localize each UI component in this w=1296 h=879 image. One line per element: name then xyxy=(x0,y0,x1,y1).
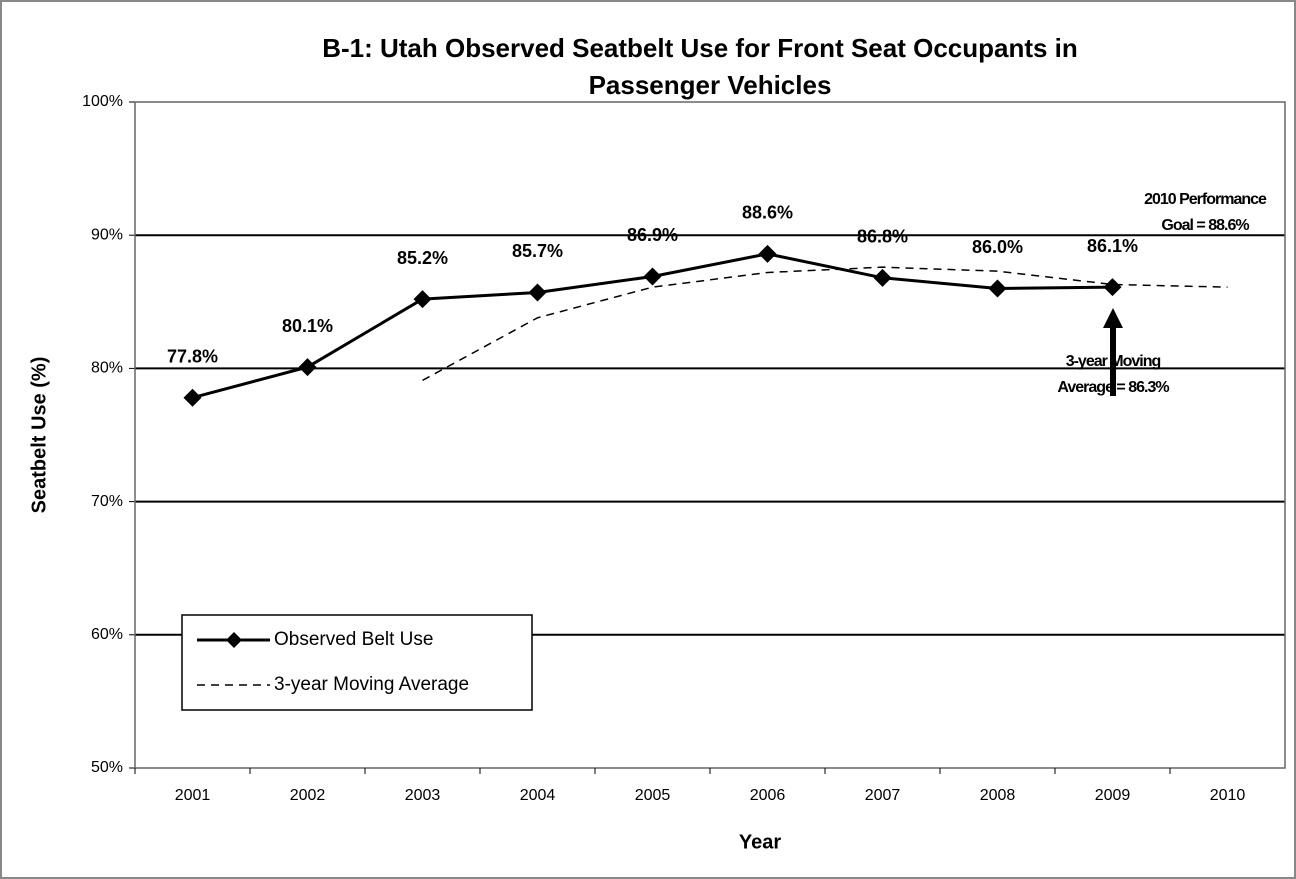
annotation: 2010 Performance xyxy=(1144,191,1267,208)
x-tick-label: 2008 xyxy=(980,787,1016,804)
x-tick-label: 2004 xyxy=(520,787,556,804)
x-tick-label: 2007 xyxy=(865,787,901,804)
x-tick-label: 2002 xyxy=(290,787,326,804)
x-tick-label: 2001 xyxy=(175,787,211,804)
point-marker xyxy=(1103,278,1122,297)
annotation-arrow-head xyxy=(1103,308,1123,328)
point-marker xyxy=(643,267,662,286)
chart-title: Passenger Vehicles xyxy=(589,70,832,100)
x-tick-label: 2005 xyxy=(635,787,671,804)
data-label: 85.2% xyxy=(397,248,448,268)
point-marker xyxy=(988,279,1007,298)
x-axis-label: Year xyxy=(739,831,781,853)
data-label: 85.7% xyxy=(512,241,563,261)
point-marker xyxy=(873,268,892,287)
y-axis-label: Seatbelt Use (%) xyxy=(28,357,50,514)
x-tick-label: 2010 xyxy=(1210,787,1246,804)
series-line xyxy=(422,266,1228,382)
point-marker xyxy=(528,283,547,302)
data-label: 86.8% xyxy=(857,227,908,247)
annotation: 3-year Moving xyxy=(1066,353,1161,370)
legend-label: 3-year Moving Average xyxy=(274,674,469,695)
y-tick-label: 100% xyxy=(82,93,123,110)
x-tick-label: 2006 xyxy=(750,787,786,804)
x-tick-label: 2003 xyxy=(405,787,441,804)
data-label: 86.0% xyxy=(972,237,1023,257)
legend-box xyxy=(181,614,533,711)
point-marker xyxy=(413,290,432,309)
annotation: Average = 86.3% xyxy=(1057,379,1169,396)
annotation: Goal = 88.6% xyxy=(1161,217,1249,234)
data-label: 77.8% xyxy=(167,346,218,366)
data-label: 88.6% xyxy=(742,203,793,223)
point-marker xyxy=(758,244,777,263)
legend-label: Observed Belt Use xyxy=(274,629,433,650)
data-label: 86.9% xyxy=(627,225,678,245)
data-label: 80.1% xyxy=(282,316,333,336)
y-tick-label: 90% xyxy=(91,226,123,243)
x-tick-label: 2009 xyxy=(1095,787,1131,804)
y-tick-label: 60% xyxy=(91,626,123,643)
chart-title: B-1: Utah Observed Seatbelt Use for Fron… xyxy=(322,33,1078,63)
data-label: 86.1% xyxy=(1087,236,1138,256)
y-tick-label: 80% xyxy=(91,360,123,377)
legend-marker xyxy=(226,632,242,648)
y-tick-label: 50% xyxy=(91,759,123,776)
point-marker xyxy=(183,388,202,407)
y-tick-label: 70% xyxy=(91,493,123,510)
point-marker xyxy=(298,358,317,377)
